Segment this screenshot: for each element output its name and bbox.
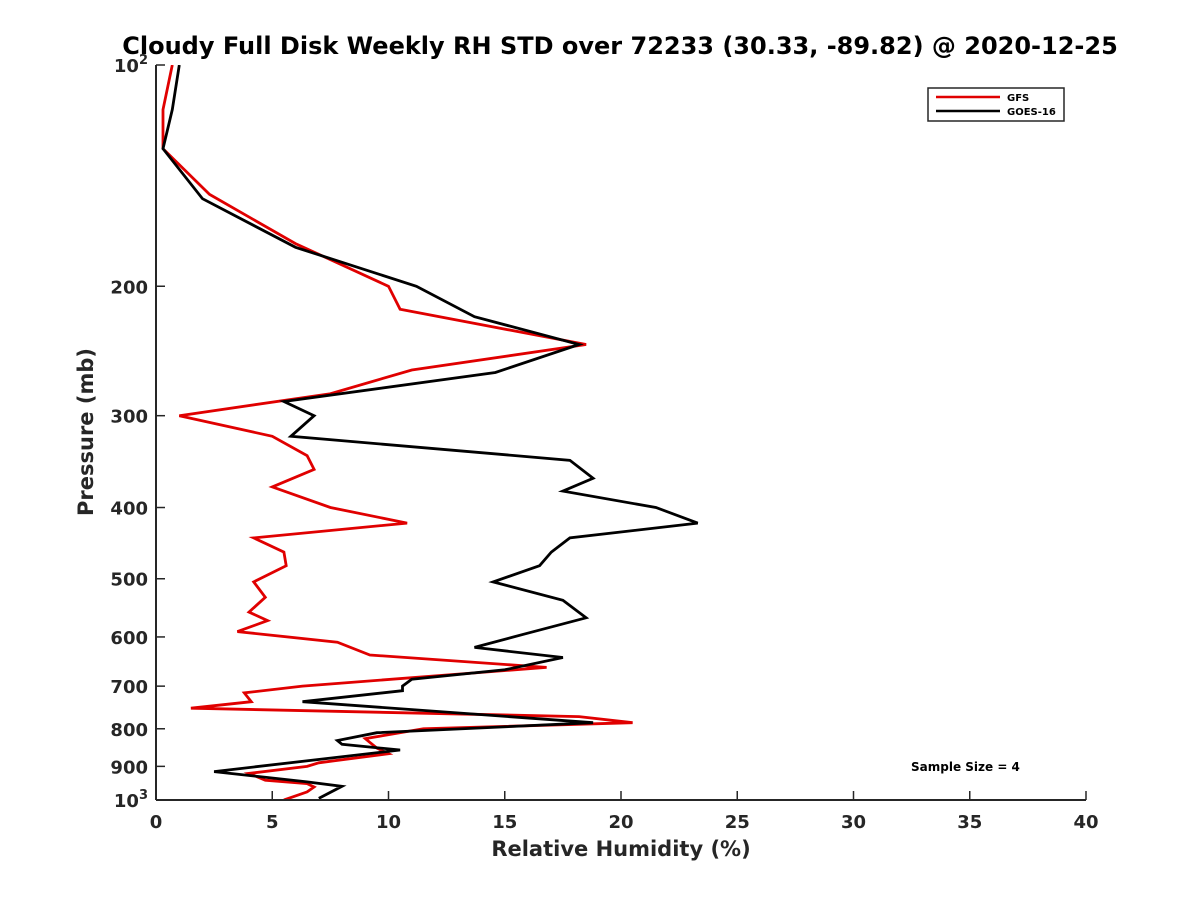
x-tick-label: 5 [266, 812, 279, 833]
y-tick-label: 102 [114, 53, 148, 77]
series-line-goes-16 [161, 65, 699, 800]
y-tick-label: 103 [114, 788, 148, 812]
y-tick-label: 200 [110, 277, 148, 298]
x-tick-label: 35 [957, 812, 982, 833]
y-ticks: 102 200 300 400 500 600 700 800 900 103 [110, 53, 165, 812]
legend-box [927, 87, 1065, 122]
x-tick-label: 15 [492, 812, 517, 833]
x-tick-label: 20 [608, 812, 633, 833]
y-tick-label: 700 [110, 677, 148, 698]
x-axis-label: Relative Humidity (%) [491, 837, 750, 861]
y-tick-label: 600 [110, 628, 148, 649]
x-tick-label: 25 [725, 812, 750, 833]
x-tick-label: 0 [150, 812, 163, 833]
x-tick-label: 10 [376, 812, 401, 833]
legend-gfs-label: GFS [1007, 93, 1029, 104]
plot-area: 0 5 10 15 20 25 30 35 40 102 200 300 400 500 600 700 80… [110, 53, 1098, 833]
chart-title: Cloudy Full Disk Weekly RH STD over 7223… [122, 32, 1118, 60]
legend: GFS GOES-16 [927, 87, 1065, 122]
y-tick-label: 300 [110, 407, 148, 428]
x-ticks: 0 5 10 15 20 25 30 35 40 [150, 791, 1099, 833]
legend-goes16-label: GOES-16 [1007, 107, 1056, 118]
y-tick-label: 800 [110, 720, 148, 741]
series-layer [161, 65, 699, 800]
y-axis-label: Pressure (mb) [74, 348, 98, 516]
sample-size-annotation: Sample Size = 4 [911, 760, 1020, 774]
x-tick-label: 40 [1073, 812, 1098, 833]
y-tick-label: 500 [110, 570, 148, 591]
y-tick-label: 900 [110, 757, 148, 778]
x-tick-label: 30 [841, 812, 866, 833]
y-tick-label: 400 [110, 499, 148, 520]
series-line-gfs [161, 65, 633, 800]
